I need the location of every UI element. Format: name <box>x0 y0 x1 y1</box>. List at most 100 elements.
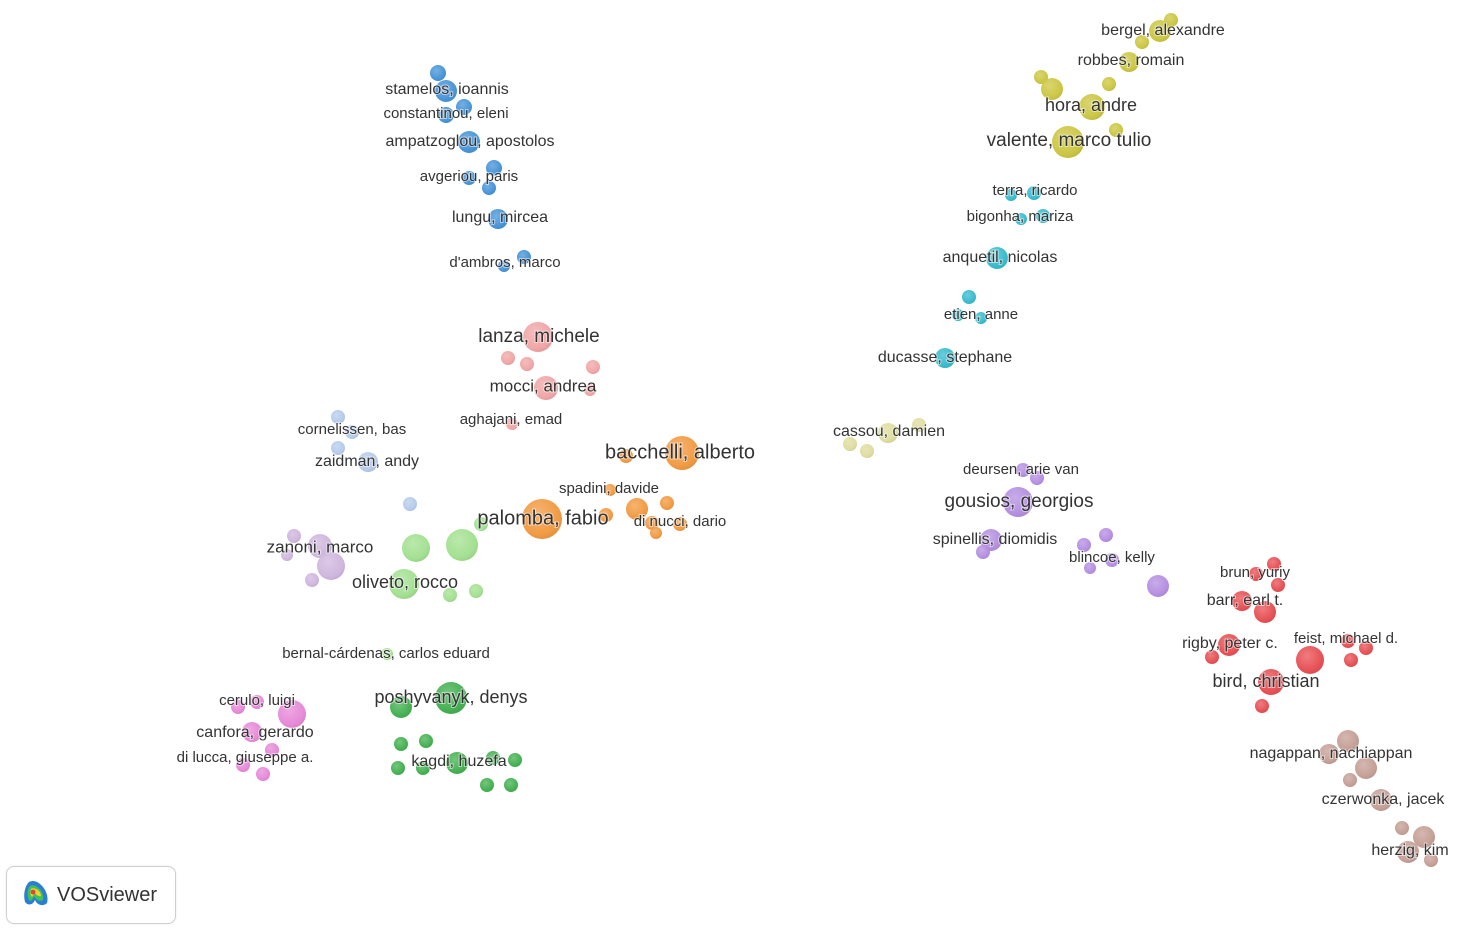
author-label-cerulo[interactable]: cerulo, luigi <box>218 691 296 710</box>
author-node-red[interactable] <box>1271 578 1285 592</box>
vosviewer-brand-box[interactable]: VOSviewer <box>6 866 176 924</box>
author-label-zaidman[interactable]: zaidman, andy <box>314 452 420 471</box>
author-label-nagappan[interactable]: nagappan, nachiappan <box>1249 744 1414 763</box>
author-node-lavender[interactable] <box>317 552 345 580</box>
author-node-red[interactable] <box>1218 634 1240 656</box>
author-label-bernal[interactable]: bernal-cárdenas, carlos eduard <box>281 644 491 663</box>
author-node-cyan[interactable] <box>935 348 955 368</box>
author-label-hora[interactable]: hora, andre <box>1044 94 1138 116</box>
author-label-bird[interactable]: bird, christian <box>1211 670 1320 692</box>
author-node-red[interactable] <box>1249 567 1263 581</box>
author-label-ampatzoglou[interactable]: ampatzoglou, apostolos <box>385 132 556 151</box>
author-label-ducasse[interactable]: ducasse, stephane <box>877 348 1013 367</box>
author-node-magenta[interactable] <box>242 722 262 742</box>
author-node-green[interactable] <box>446 752 468 774</box>
author-node-brown[interactable] <box>1337 730 1359 752</box>
author-label-rigby[interactable]: rigby, peter c. <box>1181 634 1279 653</box>
author-node-red[interactable] <box>1344 653 1358 667</box>
author-node-pink[interactable] <box>534 376 558 400</box>
author-node-magenta[interactable] <box>256 767 270 781</box>
author-node-lightyellow[interactable] <box>860 444 874 458</box>
author-node-lightblue[interactable] <box>403 497 417 511</box>
author-node-purple[interactable] <box>1016 463 1030 477</box>
author-node-orange[interactable] <box>599 508 613 522</box>
author-node-blue[interactable] <box>438 107 454 123</box>
author-node-blue[interactable] <box>456 99 472 115</box>
author-node-orange[interactable] <box>650 527 662 539</box>
author-node-yellow[interactable] <box>1052 126 1084 158</box>
author-node-green[interactable] <box>486 751 500 765</box>
author-node-pink[interactable] <box>501 351 515 365</box>
author-node-green[interactable] <box>508 753 522 767</box>
author-node-blue[interactable] <box>486 160 502 176</box>
author-node-yellow[interactable] <box>1079 94 1105 120</box>
author-node-magenta[interactable] <box>231 700 245 714</box>
author-node-purple[interactable] <box>1147 575 1169 597</box>
author-node-purple[interactable] <box>1084 562 1096 574</box>
author-node-orange[interactable] <box>673 517 687 531</box>
author-node-pink[interactable] <box>584 384 596 396</box>
author-label-herzig[interactable]: herzig, kim <box>1370 841 1449 860</box>
author-node-lightyellow[interactable] <box>912 418 926 432</box>
author-node-brown[interactable] <box>1355 757 1377 779</box>
author-label-robbes[interactable]: robbes, romain <box>1077 51 1186 70</box>
author-node-orange[interactable] <box>645 516 659 530</box>
author-node-lightgreen[interactable] <box>469 584 483 598</box>
author-node-yellow[interactable] <box>1149 20 1171 42</box>
author-label-barr[interactable]: barr, earl t. <box>1206 591 1284 610</box>
author-label-anquetil[interactable]: anquetil, nicolas <box>942 248 1059 267</box>
author-label-deursen[interactable]: deursen, arie van <box>962 460 1080 479</box>
author-label-lungu[interactable]: lungu, mircea <box>451 208 549 227</box>
author-node-blue[interactable] <box>498 260 510 272</box>
author-node-cyan[interactable] <box>1015 213 1027 225</box>
author-label-bergel[interactable]: bergel, alexandre <box>1100 21 1226 40</box>
author-node-red[interactable] <box>1232 591 1252 611</box>
author-node-blue[interactable] <box>482 181 496 195</box>
author-node-brown[interactable] <box>1319 744 1339 764</box>
author-node-yellow[interactable] <box>1041 78 1063 100</box>
author-node-cyan[interactable] <box>975 312 987 324</box>
author-label-spinellis[interactable]: spinellis, diomidis <box>932 530 1059 549</box>
author-label-dambros[interactable]: d'ambros, marco <box>448 253 561 272</box>
author-node-cyan[interactable] <box>1005 189 1017 201</box>
author-node-green[interactable] <box>416 761 430 775</box>
author-node-brown[interactable] <box>1343 773 1357 787</box>
author-node-purple[interactable] <box>976 545 990 559</box>
author-label-palomba[interactable]: palomba, fabio <box>476 506 609 530</box>
author-node-orange[interactable] <box>619 449 633 463</box>
author-node-lightyellow[interactable] <box>878 423 898 443</box>
author-node-yellow[interactable] <box>1135 35 1149 49</box>
author-node-blue[interactable] <box>488 209 508 229</box>
author-node-red[interactable] <box>1296 646 1324 674</box>
author-node-lightgreen[interactable] <box>446 529 478 561</box>
author-node-pink[interactable] <box>506 418 518 430</box>
author-node-orange[interactable] <box>665 436 699 470</box>
author-label-feist[interactable]: feist, michael d. <box>1293 629 1399 648</box>
author-label-canfora[interactable]: canfora, gerardo <box>195 723 315 742</box>
author-label-mocci[interactable]: mocci, andrea <box>489 375 598 396</box>
author-node-blue[interactable] <box>435 80 457 102</box>
author-label-blincoe[interactable]: blincoe, kelly <box>1068 548 1156 567</box>
author-node-lightblue[interactable] <box>331 410 345 424</box>
author-node-lavender[interactable] <box>281 549 293 561</box>
author-node-blue[interactable] <box>430 65 446 81</box>
author-node-yellow[interactable] <box>1119 52 1139 72</box>
author-node-magenta[interactable] <box>265 743 279 757</box>
author-node-blue[interactable] <box>517 250 531 264</box>
author-node-magenta[interactable] <box>250 695 264 709</box>
author-label-aghajani[interactable]: aghajani, emad <box>459 410 564 429</box>
author-node-lightblue[interactable] <box>331 441 345 455</box>
author-node-lightgreen[interactable] <box>389 569 419 599</box>
author-node-purple[interactable] <box>1003 487 1033 517</box>
author-node-yellow[interactable] <box>1102 77 1116 91</box>
author-node-green[interactable] <box>435 682 467 714</box>
author-node-lightgreen[interactable] <box>402 534 430 562</box>
author-node-red[interactable] <box>1205 650 1219 664</box>
author-node-green[interactable] <box>480 778 494 792</box>
author-node-magenta[interactable] <box>236 758 250 772</box>
author-node-brown[interactable] <box>1370 789 1392 811</box>
author-node-lavender[interactable] <box>305 573 319 587</box>
author-node-pink[interactable] <box>586 360 600 374</box>
